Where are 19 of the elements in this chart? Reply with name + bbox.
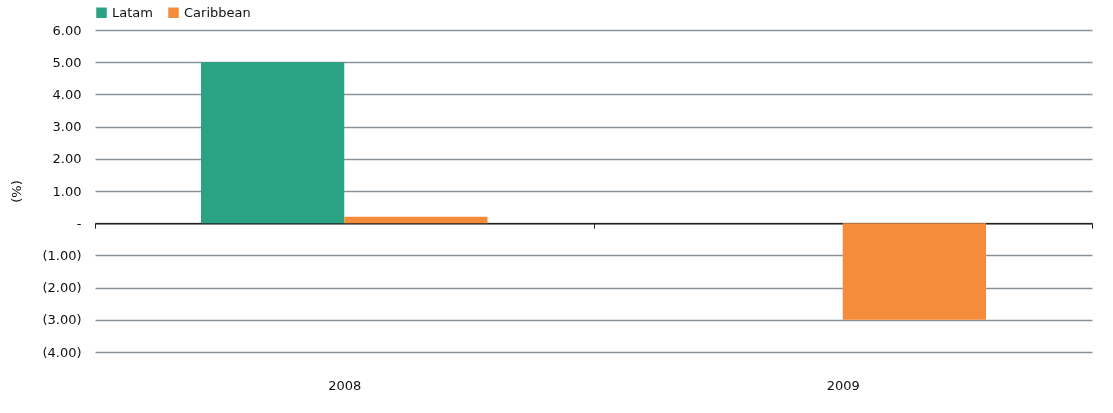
y-tick-label: - (76, 215, 82, 231)
y-tick-label: 5.00 (52, 54, 82, 70)
y-tick-label: 4.00 (52, 86, 82, 102)
bar (842, 223, 986, 320)
y-tick-label: 6.00 (52, 22, 82, 38)
bar (344, 216, 488, 224)
y-tick-label: 2.00 (52, 151, 82, 167)
y-tick-label: 1.00 (52, 183, 82, 199)
y-tick-label: (2.00) (42, 280, 82, 296)
x-tick-label: 2009 (826, 377, 860, 393)
legend-label: Latam (112, 4, 153, 20)
y-tick-label: 3.00 (52, 119, 82, 135)
y-tick-label: (3.00) (42, 312, 82, 328)
y-tick-label: (4.00) (42, 344, 82, 360)
y-tick-label: (1.00) (42, 247, 82, 263)
x-tick-label: 2008 (328, 377, 362, 393)
y-axis-title: (%) (9, 180, 25, 203)
legend-label: Caribbean (184, 4, 251, 20)
bar (201, 62, 345, 224)
